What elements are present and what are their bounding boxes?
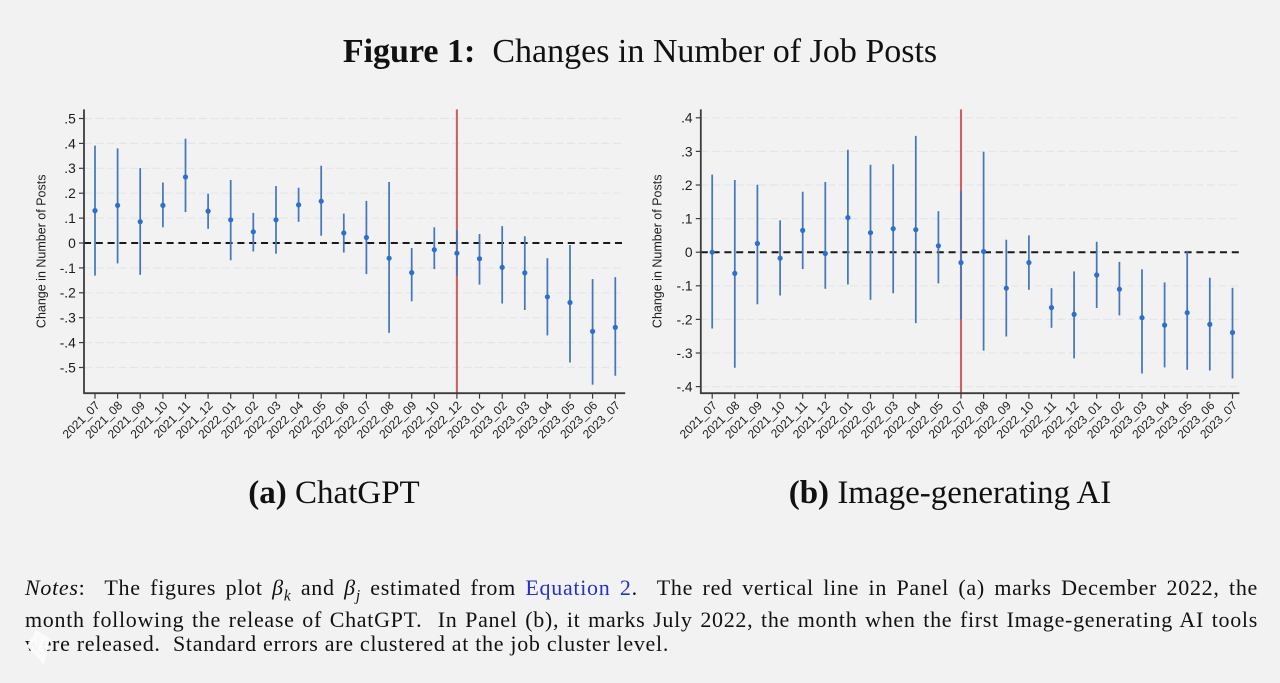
svg-text:.2: .2 (64, 186, 76, 201)
svg-text:.4: .4 (64, 136, 76, 151)
svg-text:-.4: -.4 (60, 336, 76, 351)
svg-text:.1: .1 (681, 212, 693, 227)
svg-text:.3: .3 (64, 161, 76, 176)
svg-text:Change in Number of Posts: Change in Number of Posts (35, 175, 49, 329)
svg-text:-.3: -.3 (676, 346, 692, 361)
svg-text:0: 0 (68, 236, 76, 251)
svg-text:.4: .4 (681, 111, 693, 126)
svg-text:-.2: -.2 (60, 286, 76, 301)
svg-text:.2: .2 (681, 178, 693, 193)
svg-text:-.1: -.1 (676, 279, 692, 294)
svg-text:-.5: -.5 (60, 360, 76, 375)
svg-text:Change in Number of Posts: Change in Number of Posts (651, 175, 665, 329)
svg-text:-.2: -.2 (676, 312, 692, 327)
svg-text:-.3: -.3 (60, 311, 76, 326)
svg-text:0: 0 (685, 245, 693, 260)
svg-text:-.4: -.4 (676, 380, 692, 395)
svg-text:-.1: -.1 (60, 261, 76, 276)
svg-text:.3: .3 (681, 144, 693, 159)
svg-text:.5: .5 (64, 111, 76, 126)
svg-text:.1: .1 (64, 211, 76, 226)
